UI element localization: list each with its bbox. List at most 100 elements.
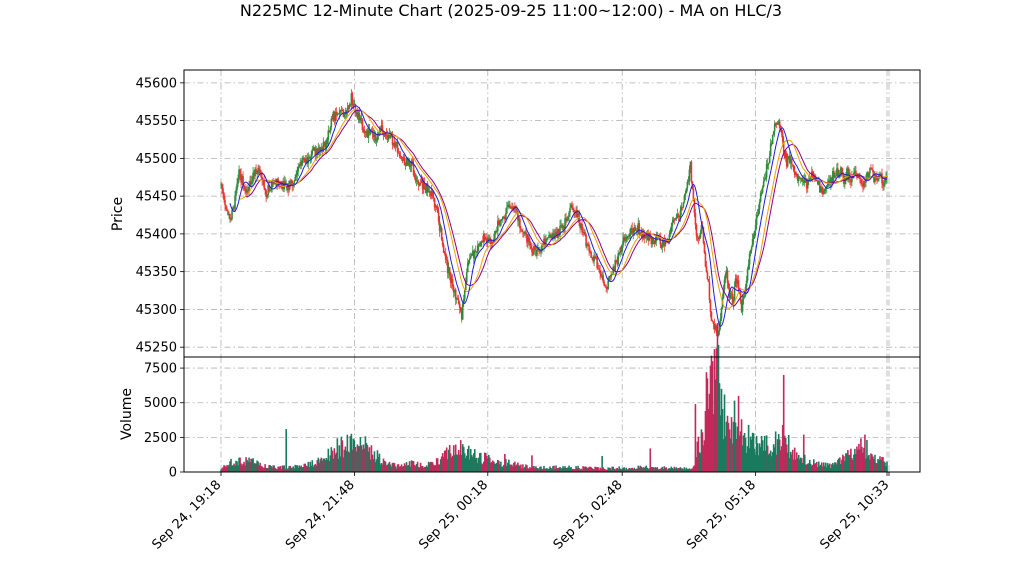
volume-bar — [581, 469, 583, 472]
volume-bar — [456, 454, 459, 472]
volume-bar — [633, 467, 636, 472]
candle-body — [229, 214, 231, 220]
candle-body — [814, 179, 817, 181]
volume-bar — [517, 462, 519, 472]
volume-bar — [348, 452, 351, 472]
candle-body — [496, 231, 498, 232]
candle-body — [588, 245, 590, 252]
volume-bar — [264, 464, 266, 472]
candle-body — [648, 234, 651, 241]
volume-bar — [485, 455, 488, 472]
volume-bar — [662, 468, 665, 472]
volume-bar — [752, 433, 755, 472]
candle-body — [752, 235, 755, 239]
volume-bar — [829, 463, 831, 472]
candle-body — [453, 289, 456, 293]
candle-body — [577, 213, 579, 218]
volume-bar — [294, 464, 297, 472]
price-tick-label: 45550 — [136, 114, 177, 129]
volume-bar — [535, 466, 537, 472]
candle-body — [347, 107, 350, 110]
candle-body — [728, 288, 731, 299]
volume-bar — [852, 459, 854, 472]
volume-bar — [273, 465, 275, 472]
candle-body — [761, 186, 764, 193]
candle-body — [343, 113, 346, 117]
candle-body — [511, 207, 513, 208]
volume-bar — [627, 469, 630, 472]
volume-bar — [462, 446, 465, 472]
candle-body — [605, 286, 607, 288]
candle-body — [355, 112, 358, 113]
volume-bar — [589, 466, 591, 472]
candle-body — [557, 229, 559, 239]
candle-body — [820, 187, 822, 193]
volume-bar — [311, 460, 314, 472]
volume-bar — [547, 469, 549, 472]
candle-body — [726, 270, 729, 283]
volume-bar — [773, 447, 776, 472]
volume-bar — [848, 455, 850, 472]
candle-body — [443, 252, 446, 254]
volume-bar — [262, 467, 264, 472]
volume-bar — [475, 457, 478, 472]
volume-bar — [696, 441, 699, 472]
candle-body — [830, 177, 832, 185]
candle-body — [874, 175, 876, 183]
candle-body — [385, 133, 388, 136]
candle-body — [462, 299, 465, 304]
candle-body — [513, 205, 515, 210]
volume-bar — [407, 465, 410, 472]
volume-bar — [439, 459, 442, 472]
volume-bar — [309, 461, 312, 472]
candle-body — [853, 172, 855, 176]
candle-body — [784, 153, 787, 159]
candle-body — [436, 208, 439, 213]
volume-bar — [359, 437, 362, 472]
candle-body — [419, 182, 422, 184]
volume-bar — [225, 467, 227, 472]
volume-bar — [360, 445, 363, 472]
candle-body — [838, 173, 840, 178]
candle-body — [484, 238, 487, 240]
volume-bar — [832, 462, 834, 472]
candle-body — [860, 178, 862, 184]
candle-body — [714, 325, 717, 330]
candle-body — [378, 131, 381, 134]
volume-bar — [802, 434, 805, 472]
volume-bar — [830, 468, 832, 472]
volume-bar — [243, 461, 245, 472]
volume-bar — [886, 461, 888, 472]
candle-body — [386, 135, 389, 140]
candle-body — [870, 168, 872, 170]
volume-bar — [759, 447, 762, 472]
candle-body — [410, 160, 413, 167]
candle-body — [747, 264, 750, 270]
volume-bar — [304, 463, 307, 472]
volume-bar — [555, 465, 557, 472]
volume-bar — [862, 452, 864, 472]
candle-body — [273, 182, 275, 184]
candle-body — [391, 135, 394, 145]
candle-body — [688, 169, 691, 181]
candle-body — [698, 237, 701, 240]
volume-bar — [272, 465, 274, 472]
candle-body — [463, 290, 466, 300]
volume-bar — [512, 466, 514, 472]
volume-bar — [856, 446, 858, 472]
candle-body — [506, 207, 508, 214]
x-tick-label: Sep 25, 10:33 — [818, 478, 893, 553]
candle-body — [569, 208, 571, 213]
volume-bar — [374, 462, 377, 472]
volume-bar — [787, 434, 790, 472]
candle-body — [518, 218, 520, 221]
candle-body — [856, 175, 858, 178]
candle-body — [816, 180, 819, 185]
volume-bar — [328, 460, 331, 472]
volume-bar — [638, 467, 641, 472]
volume-bar — [239, 457, 241, 472]
volume-bar — [583, 467, 585, 472]
volume-bar — [767, 454, 770, 472]
volume-bar — [452, 445, 455, 472]
price-tick-label: 45250 — [136, 341, 177, 356]
